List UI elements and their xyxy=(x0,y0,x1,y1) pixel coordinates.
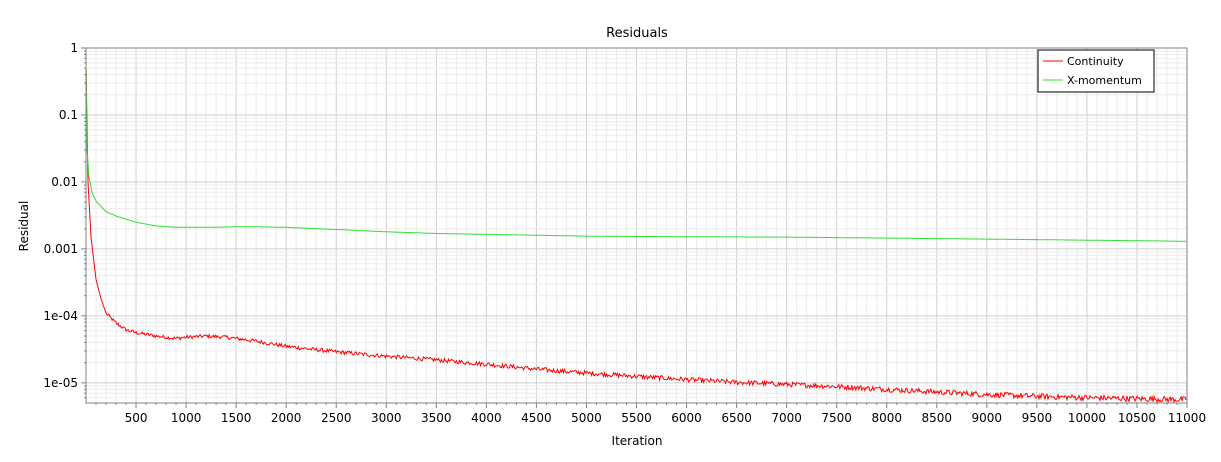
legend-box xyxy=(1037,49,1155,93)
series-line-x-momentum xyxy=(85,68,1187,242)
y-tick-label: 1e-05 xyxy=(43,376,78,390)
x-tick-label: 5500 xyxy=(621,411,652,425)
x-tick-label: 8500 xyxy=(921,411,952,425)
y-tick-label: 1 xyxy=(70,41,78,55)
x-tick-label: 2500 xyxy=(321,411,352,425)
x-tick-label: 500 xyxy=(125,411,148,425)
x-tick-label: 7000 xyxy=(771,411,802,425)
axes: 500 1000 1500 2000 2500 3000 3500 4000 4500 5000 5… xyxy=(43,41,1206,425)
x-tick-label: 7500 xyxy=(821,411,852,425)
legend-label-continuity: Continuity xyxy=(1067,55,1124,68)
x-tick-label: 4500 xyxy=(521,411,552,425)
grid xyxy=(86,47,1187,403)
series-line-continuity xyxy=(85,68,1187,404)
x-axis-label: Iteration xyxy=(612,434,663,448)
x-tick-label: 6000 xyxy=(671,411,702,425)
y-tick-label: 0.01 xyxy=(51,175,78,189)
x-tick-label: 2000 xyxy=(271,411,302,425)
y-tick-label: 0.1 xyxy=(59,108,78,122)
x-tick-label: 11000 xyxy=(1168,411,1206,425)
x-tick-label: 3000 xyxy=(371,411,402,425)
y-tick-label: 0.001 xyxy=(44,242,78,256)
x-tick-label: 9500 xyxy=(1022,411,1053,425)
legend-label-x-momentum: X-momentum xyxy=(1067,74,1142,87)
x-tick-label: 5000 xyxy=(571,411,602,425)
x-tick-label: 8000 xyxy=(871,411,902,425)
y-tick-label: 1e-04 xyxy=(43,309,78,323)
series-lines xyxy=(85,68,1187,404)
x-tick-label: 3500 xyxy=(421,411,452,425)
legend: Continuity X-momentum xyxy=(1037,49,1155,93)
x-tick-label: 4000 xyxy=(471,411,502,425)
x-tick-label: 9000 xyxy=(972,411,1003,425)
x-tick-label: 1500 xyxy=(221,411,252,425)
x-tick-label: 10500 xyxy=(1118,411,1156,425)
chart-title: Residuals xyxy=(606,26,668,41)
x-tick-label: 6500 xyxy=(721,411,752,425)
y-axis-label: Residual xyxy=(17,201,31,252)
x-tick-label: 1000 xyxy=(171,411,202,425)
x-tick-label: 10000 xyxy=(1068,411,1106,425)
